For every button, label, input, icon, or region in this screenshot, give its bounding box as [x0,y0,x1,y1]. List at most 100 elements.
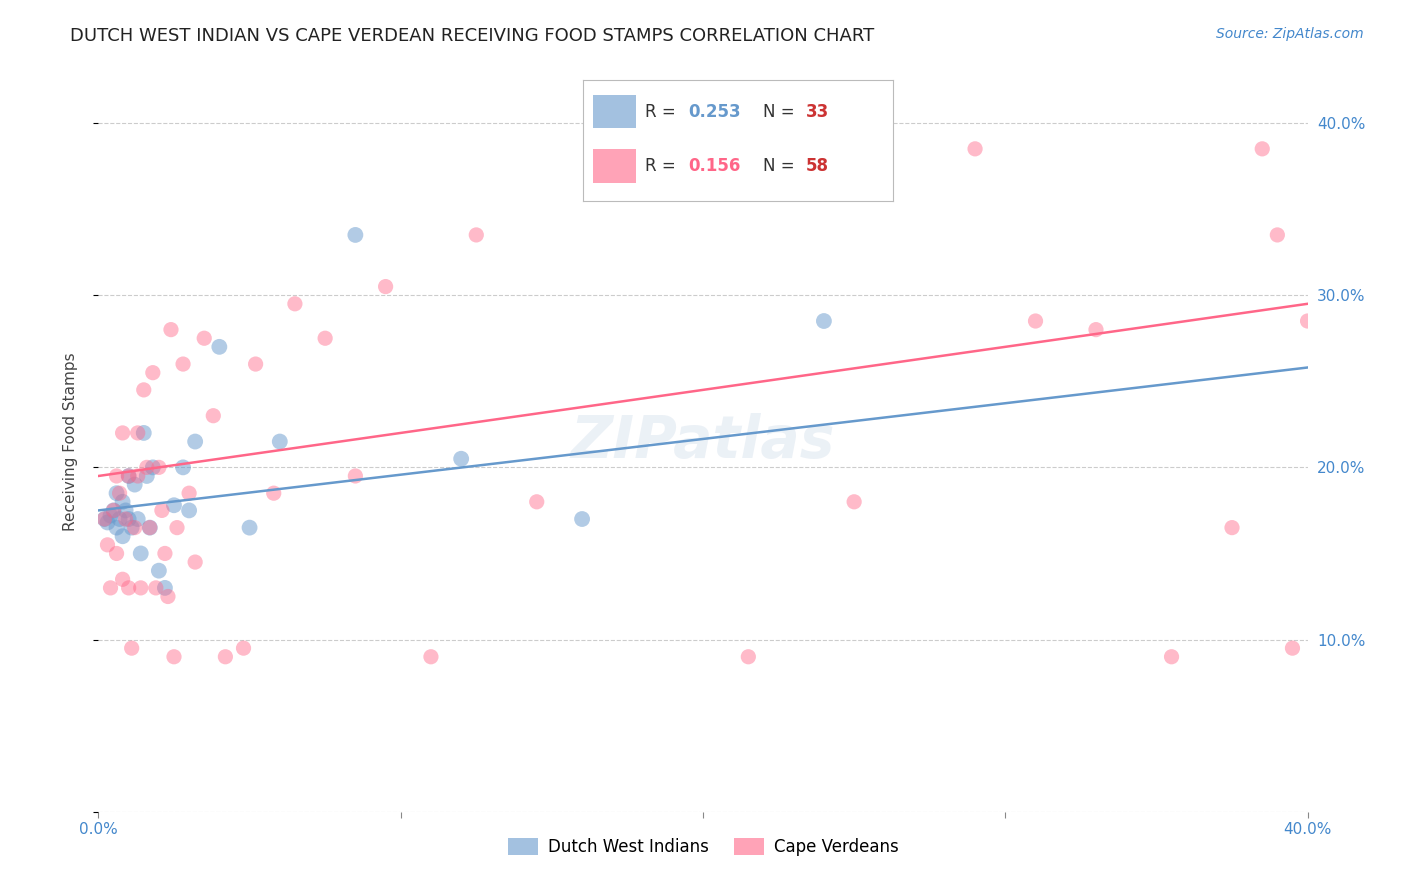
Point [124,521,146,535]
Point [179,486,201,500]
Point [108,486,131,500]
Point [239,521,262,535]
Point [374,279,396,293]
Point [100,508,122,523]
Text: R =: R = [645,103,682,120]
Point [172,460,194,475]
Point [127,512,149,526]
Point [1220,521,1243,535]
Point [111,495,134,509]
Point [465,227,488,242]
Point [148,564,170,578]
Point [571,512,593,526]
Point [105,469,128,483]
Point [127,469,149,483]
Text: 0.156: 0.156 [689,157,741,175]
Point [148,460,170,475]
Point [93,512,115,526]
Point [132,425,155,440]
Point [114,503,136,517]
Point [105,486,128,500]
Point [111,425,134,440]
Point [129,581,152,595]
Point [96,516,118,530]
Point [142,460,165,475]
Point [118,469,141,483]
Bar [593,95,636,128]
Text: R =: R = [645,157,682,175]
Point [153,581,176,595]
Point [100,581,122,595]
Point [844,495,866,509]
Point [526,495,548,509]
Text: ZIPatlas: ZIPatlas [571,413,835,470]
Point [214,649,236,664]
Point [1281,641,1303,656]
Text: 58: 58 [806,157,830,175]
Point [139,521,162,535]
Point [813,314,835,328]
Point [1024,314,1046,328]
Point [245,357,267,371]
Point [103,503,125,517]
Point [118,469,141,483]
Bar [593,149,636,183]
Point [135,469,157,483]
Point [1296,314,1319,328]
Point [202,409,225,423]
Point [179,503,201,517]
Point [135,460,157,475]
Point [124,477,146,491]
Text: N =: N = [763,157,800,175]
Point [172,357,194,371]
Point [93,512,115,526]
Text: 33: 33 [806,103,830,120]
Point [108,512,131,526]
Point [344,469,367,483]
Point [344,227,367,242]
Point [1160,649,1182,664]
Point [156,590,179,604]
Point [163,498,186,512]
Point [111,572,134,586]
Point [208,340,231,354]
Y-axis label: Receiving Food Stamps: Receiving Food Stamps [63,352,77,531]
Point [139,521,162,535]
Text: Source: ZipAtlas.com: Source: ZipAtlas.com [1216,27,1364,41]
Point [602,159,624,173]
Text: DUTCH WEST INDIAN VS CAPE VERDEAN RECEIVING FOOD STAMPS CORRELATION CHART: DUTCH WEST INDIAN VS CAPE VERDEAN RECEIV… [70,27,875,45]
Point [132,383,155,397]
Point [160,323,183,337]
Point [1267,227,1289,242]
Point [184,555,207,569]
Point [263,486,285,500]
Point [114,512,136,526]
Point [129,546,152,560]
Point [145,581,167,595]
Point [420,649,443,664]
Point [153,546,176,560]
Text: N =: N = [763,103,800,120]
Point [1085,323,1108,337]
Legend: Dutch West Indians, Cape Verdeans: Dutch West Indians, Cape Verdeans [501,831,905,863]
Point [965,142,987,156]
Point [166,521,188,535]
Point [142,366,165,380]
Point [163,649,186,664]
Point [193,331,215,345]
Point [121,641,143,656]
Point [269,434,291,449]
Point [111,529,134,543]
Point [232,641,254,656]
Point [676,159,699,173]
Point [105,521,128,535]
Point [314,331,336,345]
Point [103,503,125,517]
Point [118,512,141,526]
Point [450,451,472,466]
Point [118,581,141,595]
Point [127,425,149,440]
Point [184,434,207,449]
Point [150,503,173,517]
Point [96,538,118,552]
